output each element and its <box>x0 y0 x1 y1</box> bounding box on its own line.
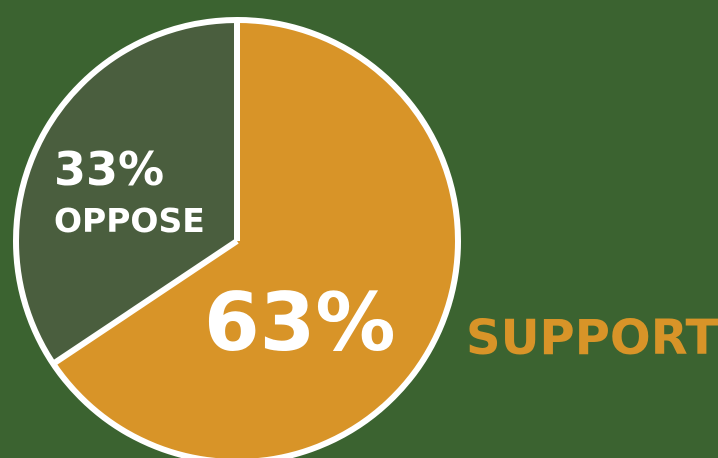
support-percent-label: 63% <box>204 276 396 369</box>
oppose-category-label: OPPOSE <box>54 201 205 240</box>
pie-outline <box>13 17 461 458</box>
slice-divider-1 <box>51 238 239 367</box>
pie-slice-support <box>53 20 458 458</box>
support-category-label: SUPPORT <box>466 310 718 366</box>
oppose-percent-label: 33% <box>54 142 165 196</box>
